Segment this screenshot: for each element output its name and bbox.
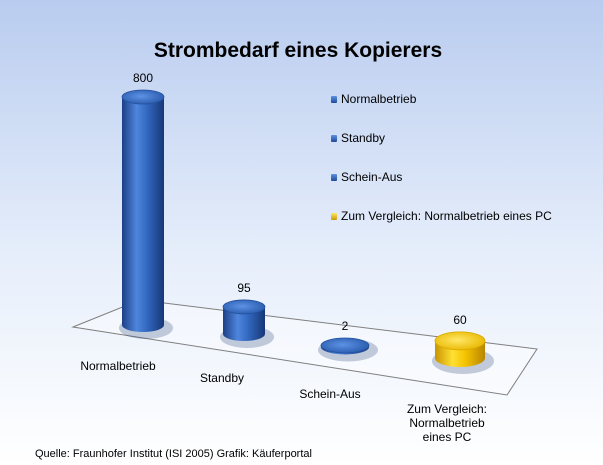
data-label: 60	[453, 313, 467, 327]
legend: Normalbetrieb Standby Schein-Aus Zum Vergle…	[331, 92, 552, 223]
bars-group: 800 95 2 60	[119, 71, 494, 374]
bar	[318, 337, 378, 362]
bar	[119, 89, 173, 339]
data-label: 95	[237, 281, 251, 295]
bar-top	[222, 299, 266, 315]
legend-swatch	[331, 213, 337, 220]
legend-swatch	[331, 174, 337, 181]
bar	[220, 299, 274, 348]
legend-label: Schein-Aus	[341, 170, 402, 184]
legend-label: Normalbetrieb	[341, 92, 417, 106]
category-label: Standby	[200, 371, 244, 385]
category-label: Schein-Aus	[299, 387, 360, 401]
legend-label: Standby	[341, 131, 385, 145]
bar-top	[434, 331, 486, 351]
legend-swatch	[331, 135, 337, 142]
legend-item: Schein-Aus	[331, 170, 402, 184]
legend-item: Standby	[331, 131, 385, 145]
legend-item: Normalbetrieb	[331, 92, 417, 106]
source-note: Quelle: Fraunhofer Institut (ISI 2005) G…	[35, 448, 312, 460]
data-label: 800	[133, 71, 153, 85]
bar-body	[223, 306, 265, 341]
bar	[432, 331, 494, 374]
chart-floor	[71, 299, 538, 396]
chart-title: Strombedarf eines Kopierers	[154, 39, 442, 62]
bar-top	[320, 337, 370, 354]
legend-swatch	[331, 96, 337, 103]
category-label: Zum Vergleich: Normalbetrieb eines PC	[407, 402, 487, 444]
bar-top	[121, 89, 165, 105]
legend-label: Zum Vergleich: Normalbetrieb eines PC	[341, 209, 552, 223]
legend-item: Zum Vergleich: Normalbetrieb eines PC	[331, 209, 552, 223]
category-labels: Normalbetrieb Standby Schein-Aus Zum Vergle…	[80, 359, 487, 444]
bar-body	[122, 97, 164, 332]
category-label: Normalbetrieb	[80, 359, 156, 373]
data-label: 2	[342, 319, 349, 333]
